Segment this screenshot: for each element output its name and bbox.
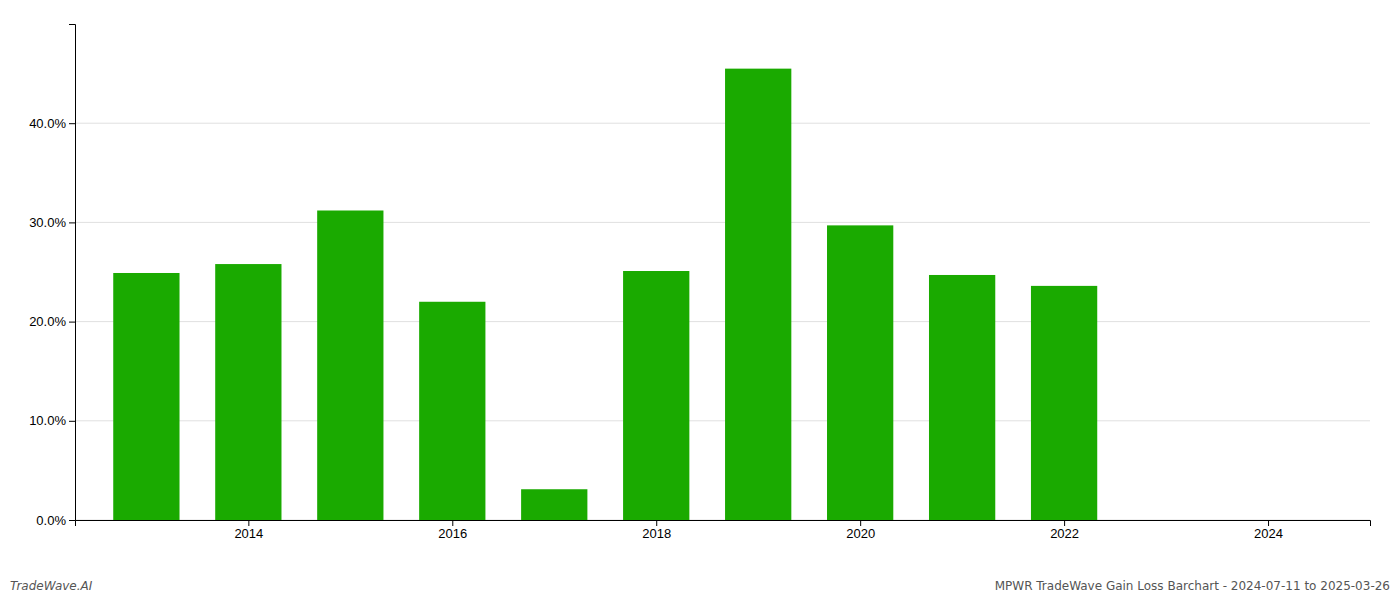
x-tick-label: 2022 xyxy=(1050,526,1079,541)
y-tick: 0.0% xyxy=(36,513,75,528)
y-tick-mark xyxy=(69,520,75,521)
x-tick-label: 2020 xyxy=(846,526,875,541)
x-axis: 2014 2016 2018 2020 2022 2024 xyxy=(76,520,1371,541)
plot-area xyxy=(113,69,1097,520)
y-tick: 10.0% xyxy=(29,413,75,428)
footer-text: MPWR TradeWave Gain Loss Barchart - 2024… xyxy=(995,579,1390,593)
y-tick-label: 30.0% xyxy=(29,215,66,230)
x-tick-mark xyxy=(452,520,453,526)
y-tick: 20.0% xyxy=(29,314,75,329)
bar xyxy=(623,271,689,520)
bar xyxy=(725,69,791,520)
x-tick-mark xyxy=(656,520,657,526)
y-tick-label: 40.0% xyxy=(29,116,66,131)
x-tick-label: 2014 xyxy=(234,526,263,541)
y-tick: 40.0% xyxy=(29,116,75,131)
x-tick: 2022 xyxy=(1050,520,1079,541)
chart-container: 2014 2016 2018 2020 2022 2024 0.0% 10.0% 20.0% 30… xyxy=(0,0,1400,600)
y-tick-label: 0.0% xyxy=(36,513,66,528)
bar xyxy=(827,225,893,520)
x-tick-mark xyxy=(248,520,249,526)
x-tick: 2024 xyxy=(1254,520,1283,541)
x-axis-line xyxy=(76,521,1371,527)
grid-line xyxy=(75,123,1370,124)
y-tick-mark xyxy=(69,322,75,323)
x-tick-mark xyxy=(1064,520,1065,526)
bar xyxy=(419,302,485,520)
bar xyxy=(113,273,179,520)
x-tick-label: 2024 xyxy=(1254,526,1283,541)
y-tick-mark xyxy=(69,123,75,124)
grid-line xyxy=(75,222,1370,223)
x-tick-label: 2016 xyxy=(438,526,467,541)
y-tick: 30.0% xyxy=(29,215,75,230)
x-tick-label: 2018 xyxy=(642,526,671,541)
bar xyxy=(929,275,995,520)
bar xyxy=(521,489,587,520)
y-tick-label: 20.0% xyxy=(29,314,66,329)
bar xyxy=(1031,286,1097,520)
x-tick: 2016 xyxy=(438,520,467,541)
y-axis-line xyxy=(69,25,76,521)
footer: TradeWave.AI MPWR TradeWave Gain Loss Bar… xyxy=(10,579,1390,593)
bar xyxy=(215,264,281,520)
x-tick: 2018 xyxy=(642,520,671,541)
y-tick-mark xyxy=(69,421,75,422)
x-tick: 2014 xyxy=(234,520,263,541)
x-tick-mark xyxy=(1268,520,1269,526)
footer-text: TradeWave.AI xyxy=(10,579,93,593)
bar xyxy=(317,210,383,520)
grid xyxy=(75,123,1370,520)
x-tick: 2020 xyxy=(846,520,875,541)
y-tick-label: 10.0% xyxy=(29,413,66,428)
x-tick-mark xyxy=(860,520,861,526)
y-tick-mark xyxy=(69,222,75,223)
chart: 2014 2016 2018 2020 2022 2024 0.0% 10.0% 20.0% 30… xyxy=(0,0,1400,600)
y-axis: 0.0% 10.0% 20.0% 30.0% 40.0% xyxy=(29,25,75,528)
